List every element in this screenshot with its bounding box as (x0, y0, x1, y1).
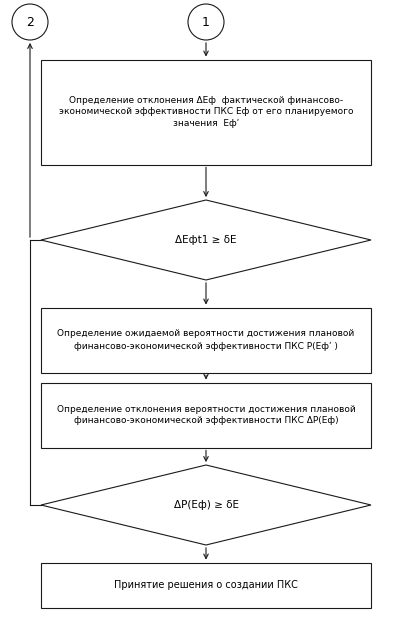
Bar (41, 383, 371, 448)
Polygon shape (41, 465, 371, 545)
Text: Определение отклонения вероятности достижения плановой
финансово-экономической э: Определение отклонения вероятности дости… (57, 405, 355, 425)
Text: 1: 1 (202, 16, 210, 29)
Text: Определение отклонения ΔEф  фактической финансово-
экономической эффективности П: Определение отклонения ΔEф фактической ф… (59, 95, 353, 128)
Bar (41, 308, 371, 373)
Text: ΔEфt1 ≥ δE: ΔEфt1 ≥ δE (175, 235, 237, 245)
Ellipse shape (188, 4, 224, 40)
Bar (41, 562, 371, 608)
Polygon shape (41, 200, 371, 280)
Text: ΔP(Eф) ≥ δE: ΔP(Eф) ≥ δE (173, 500, 238, 510)
Bar (41, 60, 371, 164)
Text: Определение ожидаемой вероятности достижения плановой
финансово-экономической эф: Определение ожидаемой вероятности достиж… (57, 329, 355, 350)
Text: 2: 2 (26, 16, 34, 29)
Text: Принятие решения о создании ПКС: Принятие решения о создании ПКС (114, 580, 298, 590)
Ellipse shape (12, 4, 48, 40)
